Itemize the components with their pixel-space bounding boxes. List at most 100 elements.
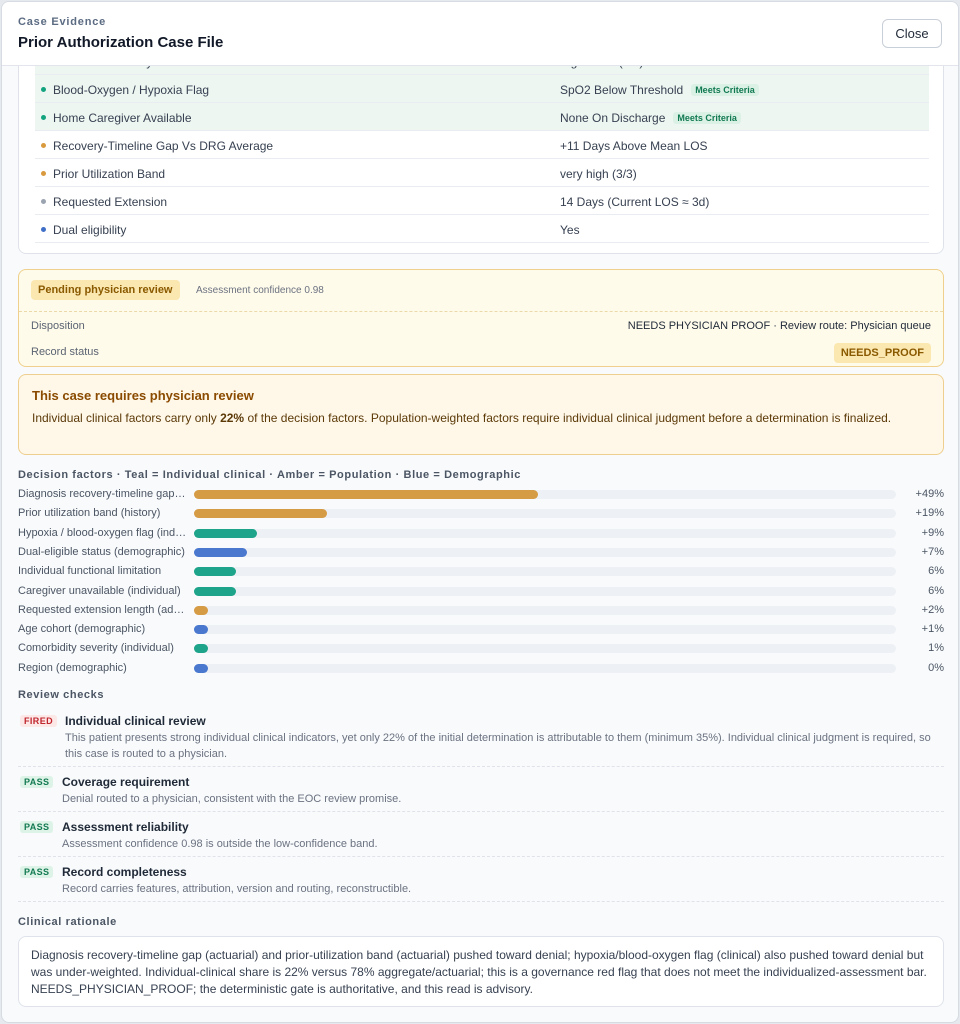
feature-value: +11 Days Above Mean LOS [560, 139, 708, 153]
modal-header: Case Evidence Prior Authorization Case F… [2, 2, 958, 66]
check-title: Coverage requirement [62, 775, 190, 789]
feature-value: 14 Days (Current LOS ≈ 3d) [560, 195, 709, 209]
factor-track [194, 605, 896, 615]
disposition-row: Disposition NEEDS PHYSICIAN PROOF · Revi… [19, 311, 943, 339]
factor-label: Region (demographic) [18, 661, 127, 674]
feature-dot-icon [41, 171, 46, 176]
feature-row: Blood-Oxygen / Hypoxia Flag SpO2 Below Th… [35, 75, 929, 103]
modal-content: Functional Mobility LimitationSignifican… [2, 46, 958, 1022]
check-description: Denial routed to a physician, consistent… [62, 793, 402, 805]
record-status-label: Record status [31, 346, 99, 358]
feature-dot-icon [41, 115, 46, 120]
close-button[interactable]: Close [882, 19, 942, 48]
clinical-rationale-text: Diagnosis recovery-timeline gap (actuari… [31, 948, 927, 996]
factor-row: Diagnosis recovery-timeline gap (actuari… [18, 485, 944, 504]
feature-dot-icon [41, 87, 46, 92]
feature-row: Home Caregiver Available None On Discharg… [35, 103, 929, 131]
factor-value: 1% [928, 642, 944, 655]
features-table: Functional Mobility LimitationSignifican… [18, 46, 944, 254]
meets-criteria-badge: Meets Criteria [673, 112, 741, 124]
factor-bar [194, 567, 236, 577]
factor-row: Caregiver unavailable (individual) 6% [18, 582, 944, 601]
check-status-badge: PASS [20, 776, 54, 788]
feature-label: Home Caregiver Available [53, 111, 192, 125]
factor-bar [194, 490, 538, 499]
factor-value: +49% [915, 488, 944, 500]
feature-value: Yes [560, 223, 580, 237]
factor-label: Individual functional limitation [18, 565, 162, 578]
review-check: PASS Assessment reliability Assessment con… [18, 813, 944, 857]
disposition-value: NEEDS PHYSICIAN PROOF · Review route: Ph… [627, 320, 931, 332]
feature-value-text: +11 Days Above Mean LOS [560, 139, 708, 153]
factor-label: Age cohort (demographic) [18, 623, 146, 636]
feature-label: Dual eligibility [53, 223, 127, 237]
feature-row: Recovery-Timeline Gap Vs DRG Average +11 … [35, 131, 929, 159]
factor-row: Prior utilization band (history) +19% [18, 504, 944, 523]
factor-row: Hypoxia / blood-oxygen flag (individual)… [18, 524, 944, 543]
feature-dot-icon [41, 227, 46, 232]
feature-value-text: Yes [560, 223, 580, 237]
feature-dot-icon [41, 199, 46, 204]
review-check: PASS Coverage requirement Denial routed to… [18, 768, 944, 812]
factor-row: Region (demographic) 0% [18, 659, 944, 678]
factor-track [194, 567, 896, 577]
features-list: Functional Mobility LimitationSignifican… [35, 47, 929, 243]
modal-eyebrow: Case Evidence [18, 16, 107, 28]
record-status-badge: NEEDS_PROOF [833, 343, 931, 363]
check-description: Record carries features, attribution, ve… [62, 883, 412, 895]
factor-value: +9% [921, 526, 944, 539]
factor-row: Requested extension length (administrati… [18, 601, 944, 620]
factor-value: +2% [921, 603, 944, 616]
feature-label: Recovery-Timeline Gap Vs DRG Average [53, 139, 274, 153]
assessment-confidence: Assessment confidence 0.98 [196, 285, 324, 296]
factor-bar [194, 547, 247, 557]
factor-label: Requested extension length (administrati… [18, 603, 188, 616]
clinical-rationale-box: Diagnosis recovery-timeline gap (actuari… [18, 936, 944, 1007]
pending-review-panel: Pending physician review Assessment conf… [18, 269, 944, 367]
review-check: PASS Record completeness Record carries fe… [18, 858, 944, 902]
alert-title: This case requires physician review [32, 388, 254, 403]
factor-value: +7% [921, 545, 944, 558]
factor-bar [194, 509, 327, 519]
check-status-badge: PASS [20, 866, 54, 878]
record-status-row: Record status NEEDS_PROOF [19, 338, 943, 366]
feature-value: SpO2 Below Threshold Meets Criteria [560, 83, 759, 97]
check-title: Record completeness [62, 865, 187, 879]
factor-label: Diagnosis recovery-timeline gap (actuari… [18, 488, 188, 500]
physician-review-alert: This case requires physician review Indi… [18, 374, 944, 455]
disposition-label: Disposition [31, 320, 85, 332]
factor-row: Dual-eligible status (demographic) +7% [18, 543, 944, 562]
factor-track [194, 644, 896, 654]
factor-label: Dual-eligible status (demographic) [18, 545, 185, 558]
factor-row: Individual functional limitation 6% [18, 562, 944, 581]
factor-value: 6% [928, 584, 944, 597]
factor-value: +19% [915, 507, 944, 520]
factor-track [194, 586, 896, 596]
factor-label: Hypoxia / blood-oxygen flag (individual) [18, 526, 188, 539]
factor-track [194, 509, 896, 519]
feature-row: Requested Extension 14 Days (Current LOS … [35, 187, 929, 215]
factor-label: Prior utilization band (history) [18, 507, 161, 520]
clinical-rationale-heading: Clinical rationale [18, 916, 117, 928]
factor-track [194, 528, 896, 538]
factor-row: Comorbidity severity (individual) 1% [18, 639, 944, 658]
feature-value: None On Discharge Meets Criteria [560, 111, 741, 125]
feature-row: Prior Utilization Band very high (3/3) [35, 159, 929, 187]
factor-row: Age cohort (demographic) +1% [18, 620, 944, 639]
factor-label: Comorbidity severity (individual) [18, 642, 174, 655]
alert-text: Individual clinical factors carry only 2… [32, 409, 931, 427]
review-checks-heading: Review checks [18, 689, 105, 701]
factor-bar [194, 644, 208, 654]
factor-track [194, 547, 896, 557]
feature-label: Requested Extension [53, 195, 168, 209]
feature-value-text: SpO2 Below Threshold [560, 83, 684, 97]
factor-value: +1% [921, 623, 944, 636]
feature-label: Blood-Oxygen / Hypoxia Flag [53, 83, 210, 97]
feature-dot-icon [41, 143, 46, 148]
factor-value: 6% [928, 565, 944, 578]
check-description: This patient presents strong individual … [65, 732, 931, 760]
feature-value: very high (3/3) [560, 167, 637, 181]
pending-review-badge: Pending physician review [31, 280, 180, 300]
factor-bar [194, 586, 236, 596]
